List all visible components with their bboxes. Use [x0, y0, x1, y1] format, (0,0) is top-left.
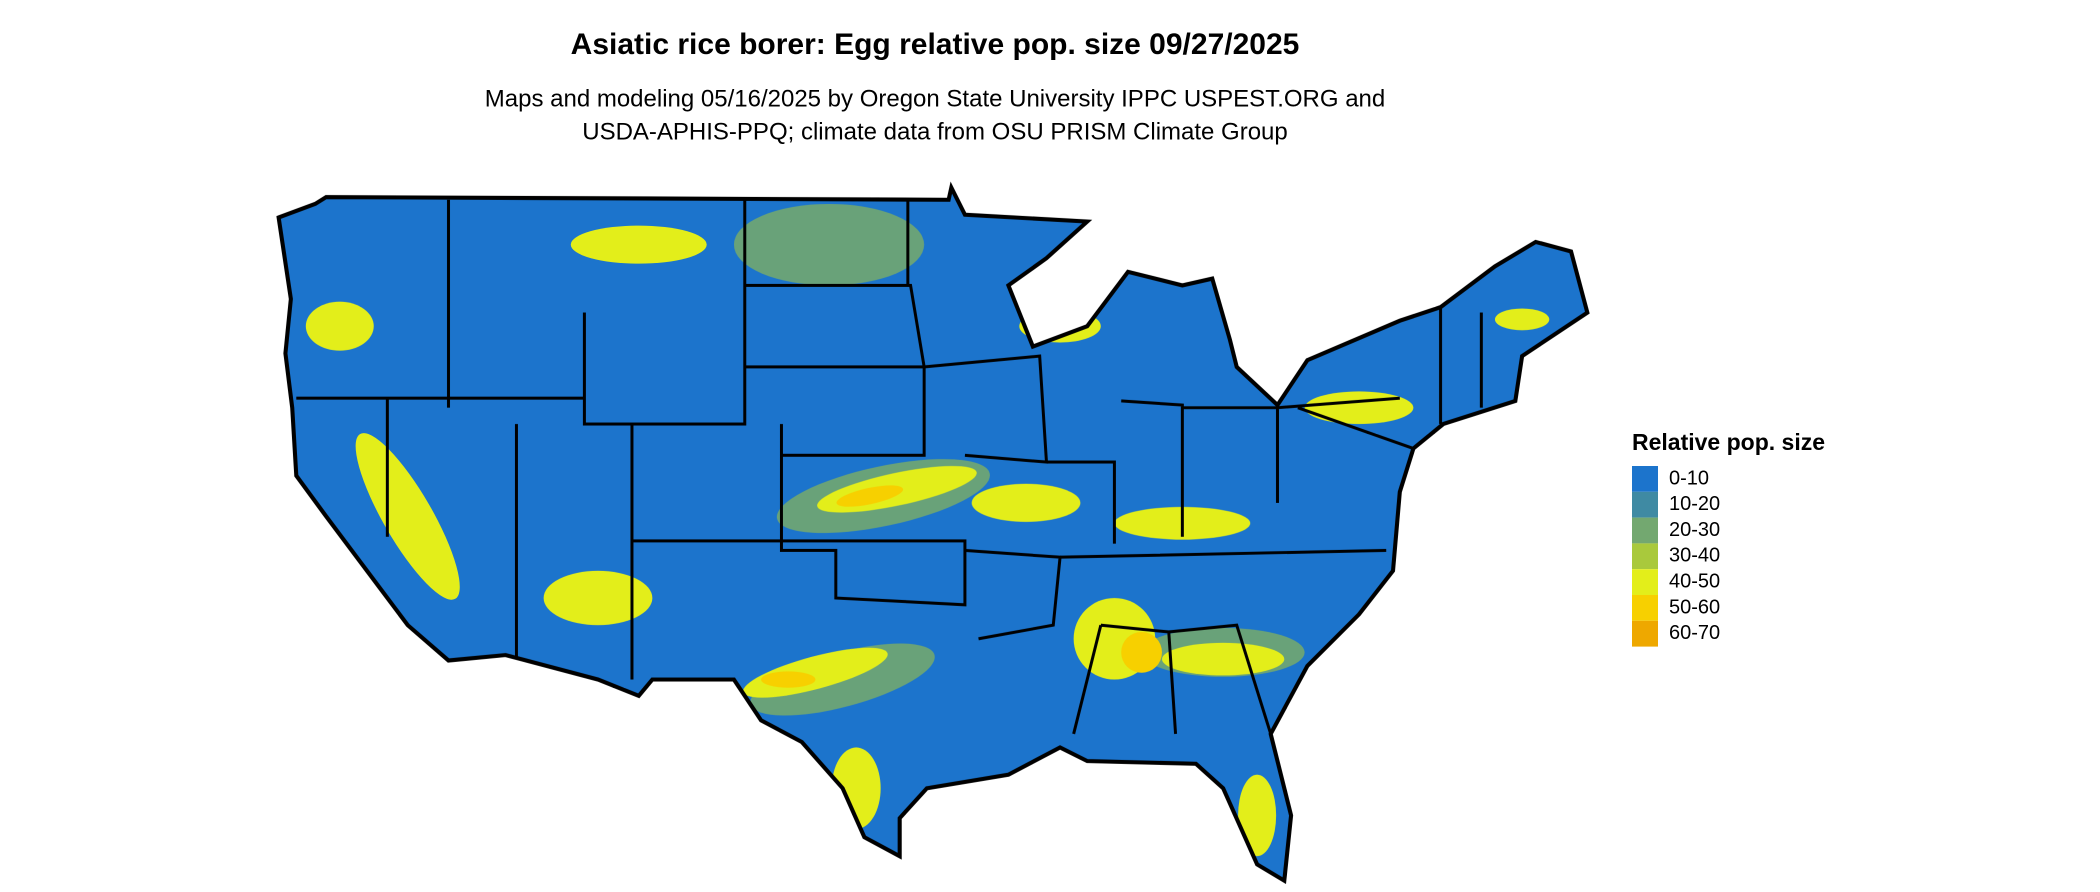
- map: [279, 188, 1588, 881]
- map-subtitle: Maps and modeling 05/16/2025 by Oregon S…: [485, 85, 1385, 112]
- legend-swatch: [1632, 491, 1658, 518]
- legend-swatch: [1632, 543, 1658, 570]
- map-title: Asiatic rice borer: Egg relative pop. si…: [571, 28, 1300, 61]
- legend-swatch: [1632, 569, 1658, 595]
- map-subtitle: USDA-APHIS-PPQ; climate data from OSU PR…: [582, 118, 1288, 145]
- legend-label: 10-20: [1669, 493, 1720, 515]
- legend-label: 0-10: [1669, 467, 1709, 489]
- legend-label: 30-40: [1669, 545, 1720, 567]
- legend-swatch: [1632, 517, 1658, 544]
- legend-swatch: [1632, 466, 1658, 492]
- legend-label: 60-70: [1669, 622, 1720, 644]
- legend-swatch: [1632, 595, 1658, 621]
- legend: 0-10 10-20 20-30 30-40 40-50 50-60 60-70: [1632, 466, 1720, 647]
- legend-label: 40-50: [1669, 570, 1720, 592]
- legend-title: Relative pop. size: [1632, 429, 1825, 455]
- legend-label: 20-30: [1669, 519, 1720, 541]
- legend-label: 50-60: [1669, 596, 1720, 618]
- legend-swatch: [1632, 620, 1658, 647]
- map-land: [278, 187, 1588, 881]
